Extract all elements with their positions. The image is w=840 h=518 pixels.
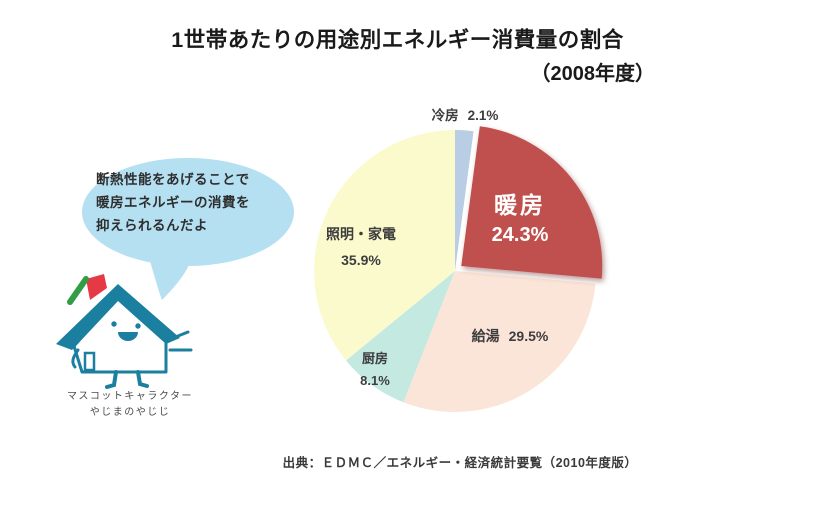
chart-title: 1世帯あたりの用途別エネルギー消費量の割合 （2008年度） [110, 26, 685, 87]
house-roof [56, 284, 180, 350]
speech-line-3: 抑えられるんだよ [96, 218, 208, 233]
mascot-caption-line1: マスコットキャラクター [66, 391, 194, 402]
mascot-right-arm [166, 330, 193, 352]
watermelon-icon [86, 274, 107, 300]
title-line2: （2008年度） [530, 63, 656, 85]
pie-slice-1 [461, 126, 603, 279]
speech-bubble-text: 断熱性能をあげることで 暖房エネルギーの消費を 抑えられるんだよ [96, 168, 286, 237]
watermelon-rind [67, 276, 89, 305]
label-cooling: 冷房 2.1% [405, 104, 525, 124]
source-citation: 出典：ＥＤＭＣ／エネルギー・経済統計要覧（2010年度版） [282, 456, 638, 470]
house-door [83, 351, 96, 372]
pie-slice-4 [314, 130, 455, 361]
speech-bubble-body [82, 158, 294, 266]
label-lighting-appliances: 照明・家電 35.9% [298, 224, 424, 268]
mascot-left-eye [111, 321, 117, 327]
pie-slice-3 [345, 271, 455, 403]
mascot-right-eye [135, 323, 141, 329]
label-cooling-name: 冷房 [431, 108, 459, 123]
label-kitchen: 厨房 8.1% [337, 348, 413, 388]
label-lighting-name: 照明・家電 [326, 226, 396, 242]
mascot-caption: マスコットキャラクター やじまのやじじ [39, 389, 221, 421]
pie-slice-0 [455, 130, 474, 271]
label-cooling-pct: 2.1% [467, 108, 499, 123]
title-line1: 1世帯あたりの用途別エネルギー消費量の割合 [171, 28, 624, 52]
mascot-left-arm [71, 348, 80, 369]
pie-slice-2 [403, 271, 596, 413]
label-heating-pct: 24.3% [491, 224, 549, 246]
label-hot-water: 給湯 29.5% [440, 326, 580, 346]
label-kitchen-pct: 8.1% [360, 373, 390, 388]
mascot-character [56, 274, 193, 389]
speech-line-1: 断熱性能をあげることで [96, 172, 250, 187]
label-lighting-pct: 35.9% [341, 252, 381, 268]
label-heating-name: 暖房 [494, 192, 546, 218]
label-hot-water-pct: 29.5% [508, 328, 549, 344]
speech-line-2: 暖房エネルギーの消費を [96, 195, 250, 210]
pie-chart [314, 126, 603, 413]
mascot-mouth [118, 332, 138, 341]
label-hot-water-name: 給湯 [471, 328, 500, 344]
speech-bubble [82, 158, 294, 300]
label-kitchen-name: 厨房 [361, 351, 388, 366]
mascot-caption-line2: やじまのやじじ [89, 407, 171, 418]
mascot-legs [105, 370, 149, 389]
